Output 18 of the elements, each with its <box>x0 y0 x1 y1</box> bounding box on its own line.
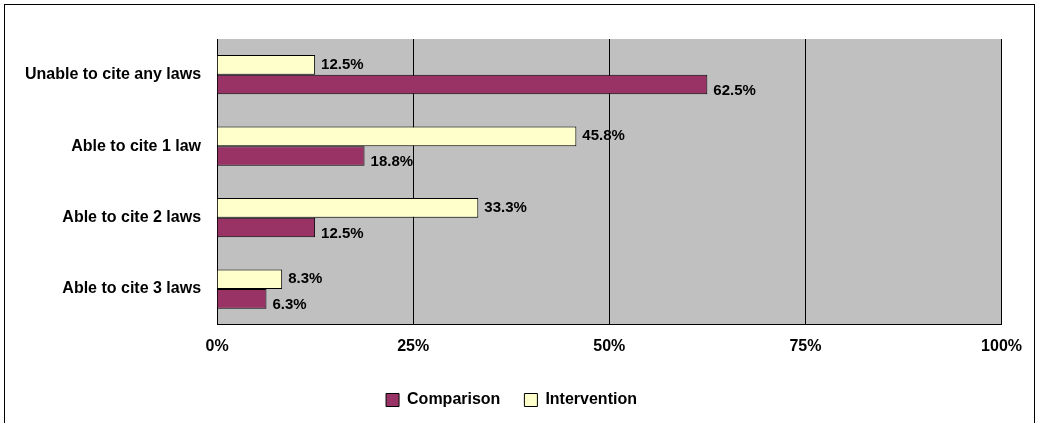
y-tick-label: Able to cite 1 law <box>71 136 202 154</box>
x-tick-label: 25% <box>397 336 430 354</box>
data-label: 18.8% <box>370 152 414 170</box>
data-label: 33.3% <box>484 197 527 215</box>
y-tick-label: Unable to cite any laws <box>24 65 202 83</box>
x-tick-label: 50% <box>593 336 626 354</box>
x-tick-label: 75% <box>789 336 822 354</box>
data-label: 62.5% <box>713 80 756 98</box>
x-tick-label: 0% <box>205 336 229 354</box>
y-tick-label: Able to cite 3 laws <box>62 279 202 297</box>
y-tick-label: Able to cite 2 laws <box>62 208 202 226</box>
legend-label: Intervention <box>545 390 637 408</box>
data-label: 12.5% <box>321 223 364 241</box>
data-label: 8.3% <box>288 269 323 287</box>
data-label: 6.3% <box>272 295 307 313</box>
legend-label: Comparison <box>407 390 501 408</box>
x-tick-label: 100% <box>981 336 1022 354</box>
data-label: 12.5% <box>321 55 364 73</box>
